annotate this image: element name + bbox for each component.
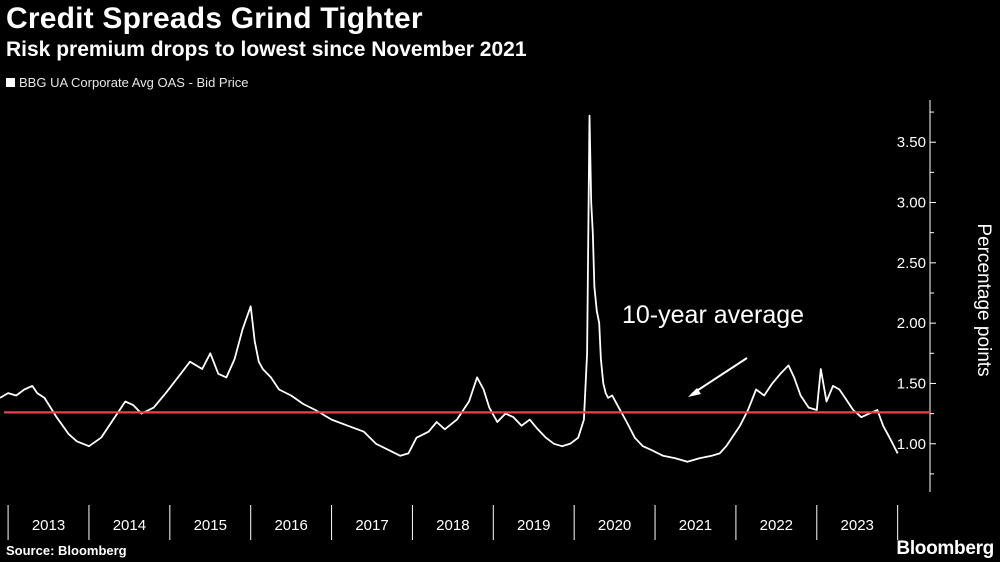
x-tick-label: 2018 [436,517,469,534]
y-tick-label: 2.50 [897,255,926,272]
source-note: Source: Bloomberg [6,543,127,558]
x-tick-label: 2017 [355,517,388,534]
x-tick-label: 2021 [679,517,712,534]
plot-area: 1.001.502.002.503.003.50 2013 2014 2015 201… [0,100,994,540]
annotation-arrow-icon [691,357,748,395]
y-tick-label: 1.00 [897,436,926,453]
x-tick-label: 2020 [598,517,631,534]
y-axis-ticks: 1.00 1.50 2.00 2.50 3.00 3.50 [897,111,936,475]
x-tick-label: 2023 [841,517,874,534]
arrowhead-icon [688,388,701,397]
y-tick-label: 2.00 [897,315,926,332]
legend-swatch-icon [6,78,15,87]
spread-series-line [0,114,899,463]
bloomberg-logo: Bloomberg [896,538,994,559]
x-tick-label: 2015 [194,517,227,534]
y-tick-label: 1.50 [897,375,926,392]
x-tick-label: 2022 [760,517,793,534]
legend: BBG UA Corporate Avg OAS - Bid Price [6,75,249,90]
y-tick-label: 3.50 [897,134,926,151]
chart-subtitle: Risk premium drops to lowest since Novem… [6,38,527,61]
x-tick-label: 2019 [517,517,550,534]
x-tick-label: 2013 [32,517,65,534]
y-tick-label: 3.00 [897,195,926,212]
x-tick-label: 2014 [113,517,146,534]
chart-title: Credit Spreads Grind Tighter [6,2,423,35]
annotation-label: 10-year average [622,301,804,329]
x-axis-ticks: 2013 2014 2015 2016 2017 2018 2019 2020 2021 2022… [7,505,899,540]
legend-label: BBG UA Corporate Avg OAS - Bid Price [19,75,249,90]
x-tick-label: 2016 [274,517,307,534]
y-axis-label: Percentage points [973,223,994,376]
